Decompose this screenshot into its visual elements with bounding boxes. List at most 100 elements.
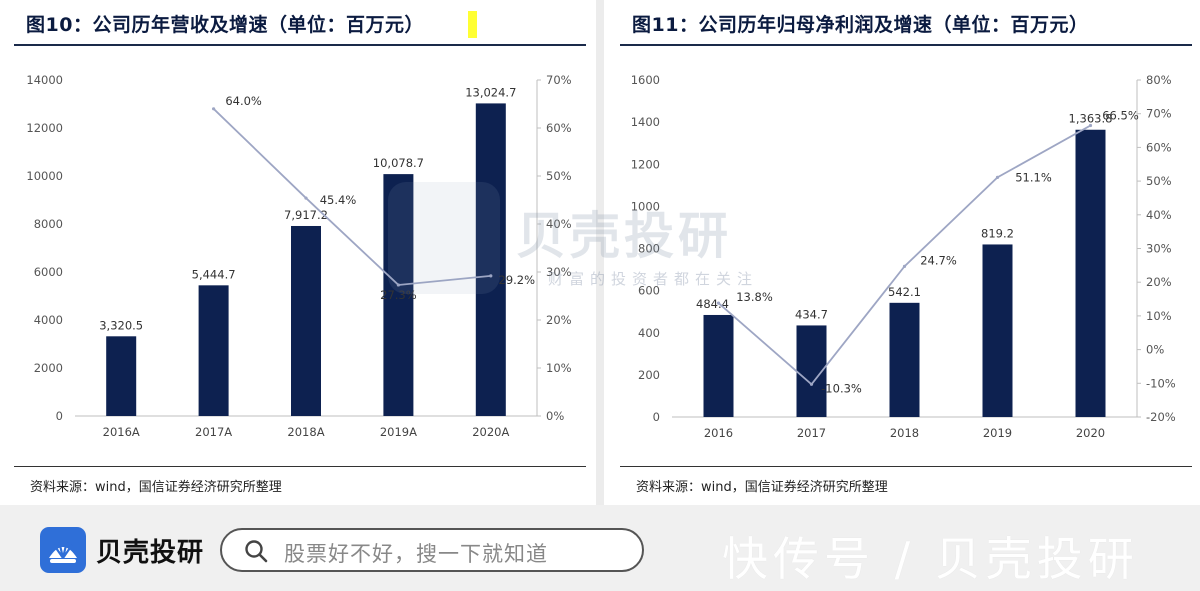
bar-value-label: 819.2 bbox=[981, 226, 1014, 240]
growth-rate-point bbox=[809, 382, 814, 386]
footer-right-text: 快传号 / 贝壳投研 bbox=[722, 532, 1139, 586]
growth-rate-label: 13.8% bbox=[736, 290, 773, 304]
bar-value-label: 5,444.7 bbox=[192, 267, 236, 281]
footer-bar: 贝壳投研 股票好不好，搜一下就知道 快传号 / 贝壳投研 bbox=[0, 505, 1200, 591]
y2-tick-label: 0% bbox=[546, 409, 564, 423]
y-tick-label: 400 bbox=[638, 326, 660, 340]
net-profit-chart-panel: 图11：公司历年归母净利润及增速（单位：百万元） 0 200 400 600 800 10… bbox=[606, 0, 1200, 505]
y-tick-label: 4000 bbox=[34, 313, 63, 327]
chart-source: 资料来源：wind，国信证券经济研究所整理 bbox=[30, 480, 282, 495]
y-tick-label: 12000 bbox=[26, 121, 63, 135]
y2-tick-label: -20% bbox=[1146, 410, 1176, 424]
y-tick-label: 1400 bbox=[631, 115, 660, 129]
y2-tick-label: 30% bbox=[546, 265, 572, 279]
chart-plot-group: 0 200 400 600 800 1000 1200 1400 1600 -20% -10% 0% 1… bbox=[631, 73, 1176, 440]
bar-value-label: 13,024.7 bbox=[465, 85, 516, 99]
y-tick-label: 10000 bbox=[26, 169, 63, 183]
growth-rate-label: -10.3% bbox=[821, 381, 862, 395]
chart-title: 图10：公司历年营收及增速（单位：百万元） bbox=[26, 14, 424, 36]
growth-rate-line bbox=[212, 108, 491, 286]
y2-tick-label: 30% bbox=[1146, 242, 1172, 256]
growth-rate-label: 64.0% bbox=[225, 94, 262, 108]
y2-tick-label: 10% bbox=[546, 361, 572, 375]
x-tick-label: 2019A bbox=[380, 425, 417, 439]
y-tick-label: 200 bbox=[638, 368, 660, 382]
shell-logo-icon[interactable] bbox=[40, 527, 86, 573]
footer-brand[interactable]: 贝壳投研 bbox=[96, 538, 205, 568]
y-tick-label: 6000 bbox=[34, 265, 63, 279]
y2-tick-label: 10% bbox=[1146, 309, 1172, 323]
growth-rate-label: 51.1% bbox=[1015, 170, 1052, 184]
x-tick-label: 2017A bbox=[195, 425, 232, 439]
y2-tick-label: 50% bbox=[546, 169, 572, 183]
x-tick-label: 2016A bbox=[103, 425, 140, 439]
y-tick-label: 8000 bbox=[34, 217, 63, 231]
bar bbox=[475, 103, 506, 416]
bar-value-label: 7,917.2 bbox=[284, 208, 328, 222]
x-tick-label: 2020 bbox=[1076, 426, 1105, 440]
growth-rate-label: 45.4% bbox=[320, 193, 357, 207]
y-tick-label: 1000 bbox=[631, 199, 660, 213]
growth-rate-label: 29.2% bbox=[499, 273, 536, 287]
y-tick-label: 0 bbox=[653, 410, 660, 424]
title-highlight-mark bbox=[468, 11, 477, 38]
x-tick-label: 2017 bbox=[797, 426, 826, 440]
y-tick-label: 1600 bbox=[631, 73, 660, 87]
bar-value-label: 484.4 bbox=[696, 297, 729, 311]
bar bbox=[982, 244, 1013, 417]
y2-tick-label: 0% bbox=[1146, 343, 1164, 357]
y2-tick-label: 40% bbox=[546, 217, 572, 231]
bar-value-label: 1,363.8 bbox=[1069, 112, 1113, 126]
y2-tick-label: 60% bbox=[546, 121, 572, 135]
bar-value-label: 3,320.5 bbox=[99, 318, 143, 332]
search-placeholder: 股票好不好，搜一下就知道 bbox=[284, 542, 548, 566]
y2-tick-label: -10% bbox=[1146, 376, 1176, 390]
bar bbox=[703, 314, 734, 417]
y-tick-label: 14000 bbox=[26, 73, 63, 87]
y-tick-label: 0 bbox=[56, 409, 63, 423]
search-box[interactable]: 股票好不好，搜一下就知道 bbox=[220, 528, 644, 572]
growth-rate-point bbox=[1088, 123, 1093, 128]
bar bbox=[889, 302, 920, 417]
bar bbox=[198, 285, 229, 416]
growth-rate-label: 66.5% bbox=[1102, 108, 1139, 122]
y-tick-label: 600 bbox=[638, 284, 660, 298]
panel-divider bbox=[596, 0, 604, 505]
chart-source: 资料来源：wind，国信证券经济研究所整理 bbox=[636, 480, 888, 495]
bar bbox=[383, 174, 414, 416]
revenue-chart: 0 2000 4000 6000 8000 10000 12000 14000 0% 10% 20%… bbox=[26, 73, 572, 439]
y-tick-label: 1200 bbox=[631, 157, 660, 171]
growth-rate-point bbox=[212, 107, 216, 111]
bar-value-label: 542.1 bbox=[888, 285, 921, 299]
growth-rate-label: 24.7% bbox=[920, 253, 957, 267]
net-profit-chart: 0 200 400 600 800 1000 1200 1400 1600 -20% -10% 0% 1… bbox=[631, 73, 1176, 440]
y2-tick-label: 50% bbox=[1146, 174, 1172, 188]
x-tick-label: 2016 bbox=[704, 426, 733, 440]
bar-value-label: 10,078.7 bbox=[373, 156, 424, 170]
bar bbox=[106, 336, 137, 416]
y-tick-label: 800 bbox=[638, 242, 660, 256]
growth-rate-point bbox=[995, 175, 1000, 179]
y2-tick-label: 20% bbox=[546, 313, 572, 327]
title-rule bbox=[620, 44, 1192, 46]
title-rule bbox=[14, 44, 586, 46]
source-rule bbox=[14, 466, 586, 467]
magnifier-icon bbox=[245, 540, 268, 563]
y2-tick-label: 60% bbox=[1146, 140, 1172, 154]
growth-rate-label: 27.3% bbox=[380, 288, 417, 302]
growth-rate-point bbox=[304, 196, 308, 200]
source-rule bbox=[620, 466, 1192, 467]
growth-rate-point bbox=[716, 301, 721, 305]
y-tick-label: 2000 bbox=[34, 361, 63, 375]
y2-tick-label: 20% bbox=[1146, 275, 1172, 289]
chart-title: 图11：公司历年归母净利润及增速（单位：百万元） bbox=[632, 14, 1089, 36]
bar bbox=[291, 225, 321, 416]
y2-tick-label: 70% bbox=[546, 73, 572, 87]
y2-tick-label: 40% bbox=[1146, 208, 1172, 222]
x-tick-label: 2018A bbox=[287, 425, 324, 439]
growth-rate-point bbox=[396, 283, 400, 287]
bar bbox=[1075, 129, 1106, 417]
x-tick-label: 2020A bbox=[472, 425, 509, 439]
watermark-logo-icon bbox=[388, 182, 500, 294]
bar-value-label: 434.7 bbox=[795, 307, 828, 321]
